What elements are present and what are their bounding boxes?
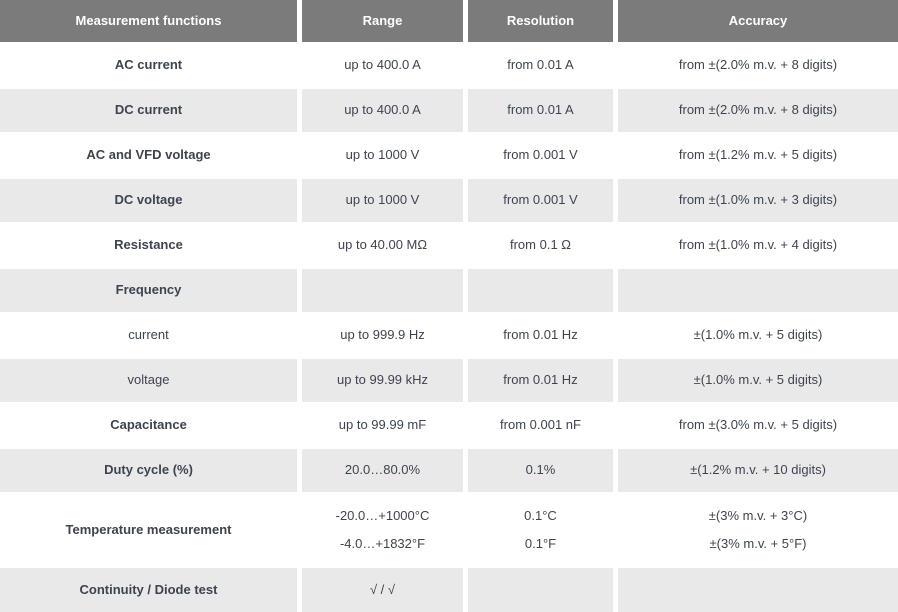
function-cell: current	[0, 314, 297, 357]
accuracy-cell: from ±(2.0% m.v. + 8 digits)	[618, 89, 898, 132]
resolution-cell: 0.1%	[468, 449, 613, 492]
column-header-accuracy: Accuracy	[618, 0, 898, 42]
range-cell: -20.0…+1000°C -4.0…+1832°F	[302, 494, 463, 566]
range-line-fahrenheit: -4.0…+1832°F	[339, 536, 426, 551]
accuracy-cell: from ±(2.0% m.v. + 8 digits)	[618, 44, 898, 87]
function-cell: Resistance	[0, 224, 297, 267]
resolution-cell: from 0.001 V	[468, 179, 613, 222]
resolution-cell: from 0.001 nF	[468, 404, 613, 447]
accuracy-cell: from ±(1.0% m.v. + 4 digits)	[618, 224, 898, 267]
resolution-cell: 0.1°C 0.1°F	[468, 494, 613, 566]
range-cell: √ / √	[302, 568, 463, 612]
resolution-line-celsius: 0.1°C	[524, 507, 557, 523]
function-cell: DC voltage	[0, 179, 297, 222]
function-cell: AC and VFD voltage	[0, 134, 297, 177]
accuracy-cell	[618, 568, 898, 612]
range-cell: up to 1000 V	[302, 134, 463, 177]
accuracy-cell: ±(1.0% m.v. + 5 digits)	[618, 359, 898, 402]
range-cell: up to 999.9 Hz	[302, 314, 463, 357]
function-cell: Capacitance	[0, 404, 297, 447]
function-cell: Duty cycle (%)	[0, 449, 297, 492]
resolution-cell: from 0.01 Hz	[468, 314, 613, 357]
accuracy-cell: ±(3% m.v. + 3°C) ±(3% m.v. + 5°F)	[618, 494, 898, 566]
column-header-resolution: Resolution	[468, 0, 613, 42]
function-cell: DC current	[0, 89, 297, 132]
range-line-celsius: -20.0…+1000°C	[335, 507, 430, 523]
accuracy-line-celsius: ±(3% m.v. + 3°C)	[708, 507, 808, 523]
range-cell: up to 400.0 A	[302, 44, 463, 87]
accuracy-cell: from ±(1.2% m.v. + 5 digits)	[618, 134, 898, 177]
function-cell: Frequency	[0, 269, 297, 312]
range-cell: up to 99.99 kHz	[302, 359, 463, 402]
column-header-measurement-functions: Measurement functions	[0, 0, 297, 42]
range-cell: 20.0…80.0%	[302, 449, 463, 492]
function-cell: voltage	[0, 359, 297, 402]
resolution-cell: from 0.001 V	[468, 134, 613, 177]
range-cell: up to 99.99 mF	[302, 404, 463, 447]
range-cell: up to 40.00 MΩ	[302, 224, 463, 267]
accuracy-cell	[618, 269, 898, 312]
accuracy-line-fahrenheit: ±(3% m.v. + 5°F)	[709, 536, 807, 551]
resolution-cell	[468, 568, 613, 612]
accuracy-cell: ±(1.2% m.v. + 10 digits)	[618, 449, 898, 492]
resolution-cell: from 0.01 A	[468, 44, 613, 87]
column-header-range: Range	[302, 0, 463, 42]
function-cell: Continuity / Diode test	[0, 568, 297, 612]
resolution-cell: from 0.1 Ω	[468, 224, 613, 267]
resolution-line-fahrenheit: 0.1°F	[524, 536, 557, 551]
resolution-cell: from 0.01 Hz	[468, 359, 613, 402]
function-cell: AC current	[0, 44, 297, 87]
accuracy-cell: from ±(3.0% m.v. + 5 digits)	[618, 404, 898, 447]
accuracy-cell: ±(1.0% m.v. + 5 digits)	[618, 314, 898, 357]
resolution-cell: from 0.01 A	[468, 89, 613, 132]
resolution-cell	[468, 269, 613, 312]
accuracy-cell: from ±(1.0% m.v. + 3 digits)	[618, 179, 898, 222]
range-cell	[302, 269, 463, 312]
range-cell: up to 400.0 A	[302, 89, 463, 132]
function-cell: Temperature measurement	[0, 494, 297, 566]
range-cell: up to 1000 V	[302, 179, 463, 222]
